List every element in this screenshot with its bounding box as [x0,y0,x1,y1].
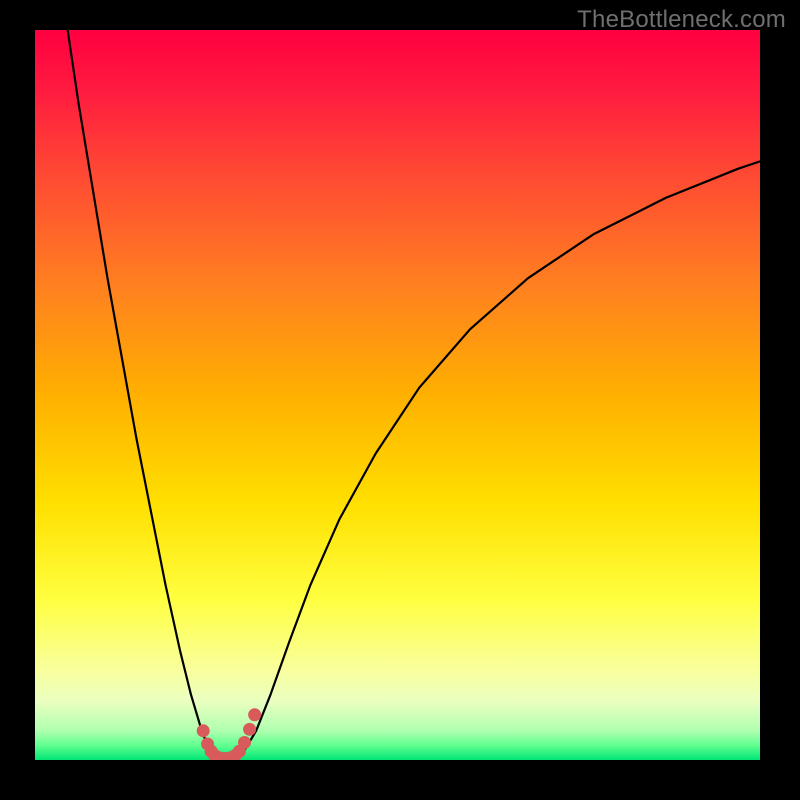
bottleneck-chart [0,0,800,800]
gradient-background [35,30,760,760]
data-marker [197,725,209,737]
watermark-text: TheBottleneck.com [577,6,786,34]
data-marker [244,723,256,735]
data-marker [249,709,261,721]
data-marker [239,736,251,748]
